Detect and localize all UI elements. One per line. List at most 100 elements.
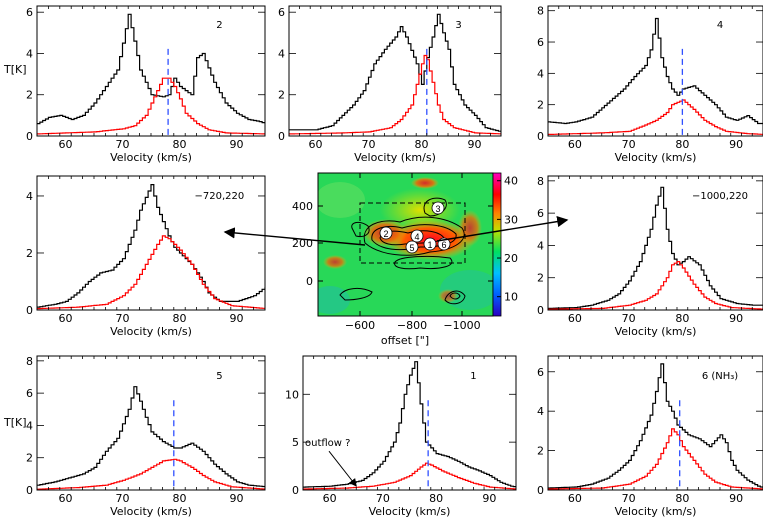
x-tick-label: 60 xyxy=(568,138,582,151)
x-tick-label: 60 xyxy=(59,492,73,505)
y-tick-label: 2 xyxy=(537,99,544,112)
x-tick-label: 80 xyxy=(675,492,689,505)
x-tick-label: 80 xyxy=(675,312,689,325)
panel-label: 2 xyxy=(216,20,222,31)
y-tick-label: 4 xyxy=(26,47,33,60)
map-dashed-box xyxy=(359,202,466,264)
map-ytick-label: 400 xyxy=(292,200,313,213)
red-spectrum-line xyxy=(37,458,265,490)
black-spectrum-line xyxy=(548,363,763,489)
x-tick-label: 60 xyxy=(59,312,73,325)
y-tick-label: 10 xyxy=(285,388,299,401)
y-tick-label: 6 xyxy=(26,387,33,400)
panel-frame xyxy=(288,5,502,137)
colorbar-ticks: 10 20 30 40 xyxy=(497,175,518,304)
outflow-annotation: outflow ? xyxy=(305,438,350,449)
black-spectrum-line xyxy=(548,186,763,309)
x-tick-label: 60 xyxy=(309,138,323,151)
y-tick-label: 4 xyxy=(537,67,544,80)
x-tick-label: 90 xyxy=(482,492,496,505)
y-tick-label: 6 xyxy=(537,207,544,220)
x-tick-label: 90 xyxy=(230,138,244,151)
spectrum-panel--1000,220: 60 70 80 90 0 2 4 6 8 Velocity (km/s) −1000,220 xyxy=(537,175,763,338)
x-tick-label: 90 xyxy=(729,312,743,325)
red-spectrum-line xyxy=(548,428,763,490)
x-tick-label: 80 xyxy=(675,138,689,151)
red-spectrum-line xyxy=(37,77,265,135)
y-tick-label: 8 xyxy=(537,5,544,18)
svg-text:2: 2 xyxy=(383,229,388,239)
x-axis-title: Velocity (km/s) xyxy=(354,151,436,164)
x-tick-label: 60 xyxy=(568,492,582,505)
x-tick-label: 90 xyxy=(230,492,244,505)
svg-text:1: 1 xyxy=(427,240,432,250)
spectrum-panel-5: 60 70 80 90 0 2 4 6 8 Velocity (km/s) 5 xyxy=(26,355,266,518)
black-spectrum-line xyxy=(303,361,516,488)
panel-label: −720,220 xyxy=(195,191,245,202)
spectrum-panel-3: 60 70 80 90 0 2 4 6 Velocity (km/s) 3 xyxy=(278,5,502,164)
x-axis-title: Velocity (km/s) xyxy=(615,151,697,164)
map-xtick-label: −600 xyxy=(345,319,375,332)
map-xtick-label: −800 xyxy=(397,319,427,332)
panel-label: 1 xyxy=(470,371,476,382)
y-axis-title-bottom: T[K] xyxy=(3,416,27,429)
map-x-axis-title: offset ["] xyxy=(381,334,429,347)
map-marker-1: 1 xyxy=(423,237,437,251)
x-tick-label: 70 xyxy=(376,492,390,505)
x-axis-title: Velocity (km/s) xyxy=(615,505,697,518)
y-tick-label: 4 xyxy=(278,47,285,60)
y-tick-label: 2 xyxy=(26,247,33,260)
panel-label: −1000,220 xyxy=(692,191,748,202)
spectrum-panel-1: 60 70 80 90 0 5 10 Velocity (km/s) 1 outflow ? xyxy=(285,355,517,518)
x-tick-label: 90 xyxy=(729,138,743,151)
y-tick-label: 2 xyxy=(537,272,544,285)
y-tick-label: 6 xyxy=(537,36,544,49)
y-tick-label: 0 xyxy=(537,304,544,317)
panel-label: 6 (NH₃) xyxy=(702,371,738,382)
x-tick-label: 90 xyxy=(729,492,743,505)
y-tick-label: 0 xyxy=(26,484,33,497)
red-spectrum-line xyxy=(37,235,265,310)
x-tick-label: 80 xyxy=(173,492,187,505)
y-tick-label: 6 xyxy=(278,6,285,19)
x-tick-label: 60 xyxy=(568,312,582,325)
colorbar-tick-label: 30 xyxy=(504,213,518,226)
colorbar xyxy=(492,172,502,317)
x-tick-label: 80 xyxy=(173,138,187,151)
panel-label: 5 xyxy=(216,371,222,382)
y-tick-label: 4 xyxy=(537,405,544,418)
x-tick-label: 70 xyxy=(116,492,130,505)
x-tick-label: 70 xyxy=(116,138,130,151)
y-tick-label: 0 xyxy=(278,130,285,143)
y-axis-title-top: T[K] xyxy=(3,63,27,76)
y-tick-label: 0 xyxy=(537,484,544,497)
y-tick-label: 6 xyxy=(537,366,544,379)
y-tick-label: 0 xyxy=(26,130,33,143)
x-axis-title: Velocity (km/s) xyxy=(110,325,192,338)
y-tick-label: 0 xyxy=(26,304,33,317)
x-tick-label: 60 xyxy=(323,492,337,505)
black-spectrum-line xyxy=(548,17,763,125)
y-tick-label: 4 xyxy=(537,239,544,252)
black-spectrum-line xyxy=(37,184,265,308)
y-tick-label: 6 xyxy=(26,6,33,19)
black-spectrum-line xyxy=(37,13,265,125)
map-xtick-label: −1000 xyxy=(443,319,480,332)
y-tick-label: 0 xyxy=(537,130,544,143)
y-tick-label: 8 xyxy=(537,175,544,188)
y-tick-label: 4 xyxy=(26,190,33,203)
svg-text:5: 5 xyxy=(409,243,414,253)
y-tick-label: 5 xyxy=(292,436,299,449)
x-tick-label: 70 xyxy=(622,138,636,151)
x-tick-label: 80 xyxy=(415,138,429,151)
x-axis-title: Velocity (km/s) xyxy=(110,505,192,518)
x-axis-title: Velocity (km/s) xyxy=(110,151,192,164)
map-marker-4: 4 xyxy=(410,229,424,243)
outflow-arrow xyxy=(328,450,357,487)
arrow-to-left-panel xyxy=(223,227,366,246)
colorbar-tick-label: 10 xyxy=(504,291,518,304)
red-spectrum-line xyxy=(303,462,516,490)
x-tick-label: 70 xyxy=(622,492,636,505)
y-tick-label: 2 xyxy=(26,89,33,102)
spectrum-panel-4: 60 70 80 90 0 2 4 6 8 Velocity (km/s) 4 xyxy=(537,5,763,164)
